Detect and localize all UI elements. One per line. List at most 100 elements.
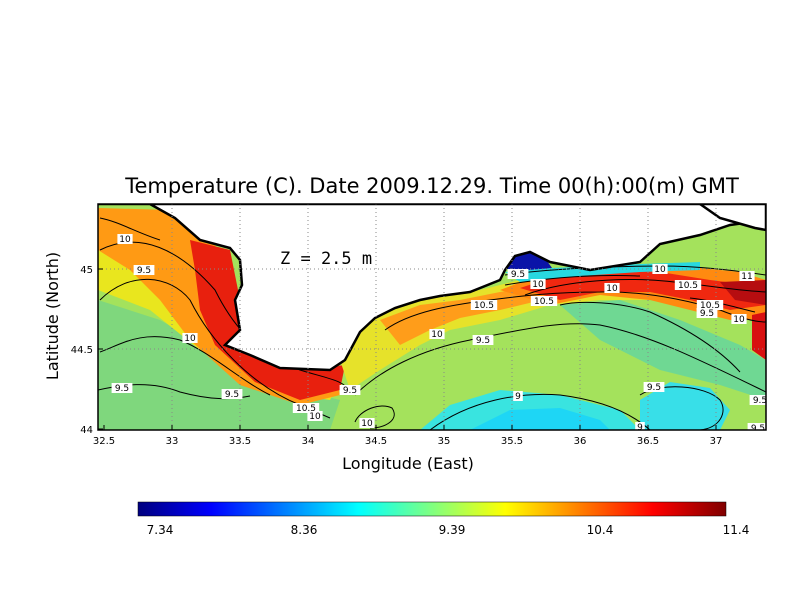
contour-label: 10 <box>606 284 618 294</box>
contour-label: 9.5 <box>700 309 714 319</box>
contour-label-bg <box>643 382 665 392</box>
contour-label: 9 <box>637 423 643 433</box>
y-tick-label: 44 <box>80 425 93 436</box>
contour-label-bg <box>507 269 529 279</box>
colorbar-tick-label: 10.4 <box>587 523 614 537</box>
contour-label: 10 <box>309 412 321 422</box>
colorbar-tick-label: 9.39 <box>439 523 466 537</box>
colorbar-gradient <box>137 501 727 517</box>
contour-label-bg <box>339 385 361 395</box>
y-axis-label: Latitude (North) <box>43 252 62 380</box>
contour-label: 10.5 <box>474 301 494 311</box>
contour-line <box>99 217 161 241</box>
contour-label-bg <box>731 314 747 324</box>
contour-label-bg <box>530 279 546 289</box>
contour-line <box>99 336 271 396</box>
contour-label-bg <box>696 308 718 318</box>
contour-label: 10 <box>654 265 666 275</box>
field-south-cyan-inner <box>470 408 610 430</box>
contour-label: 9.5 <box>137 266 151 276</box>
contour-label: 10.5 <box>534 297 554 307</box>
contour-label: 10 <box>431 330 443 340</box>
contour-label-bg <box>674 280 702 290</box>
x-tick-label: 33.5 <box>229 436 251 447</box>
contour-label-bg <box>513 391 523 401</box>
contour-label-bg <box>470 300 498 310</box>
contour-label-bg <box>307 411 323 421</box>
contour-label: 10.5 <box>700 301 720 311</box>
contour-label: 9.5 <box>115 384 129 394</box>
x-tick-label: 34 <box>302 436 315 447</box>
contour-label: 9.5 <box>511 270 525 280</box>
contour-line <box>524 279 766 296</box>
contour-label: 10 <box>119 235 131 245</box>
contour-label: 10.5 <box>678 281 698 291</box>
contour-label-bg <box>429 329 445 339</box>
colorbar-tick-label: 8.36 <box>291 523 318 537</box>
x-tick-label: 36.5 <box>637 436 659 447</box>
land-masses <box>98 204 766 372</box>
contour-label: 10 <box>532 280 544 290</box>
colorbar: 7.34 8.36 9.39 10.4 11.4 <box>137 501 750 537</box>
colorbar-ticks: 7.34 8.36 9.39 10.4 11.4 <box>147 523 750 537</box>
crimea-land <box>98 204 766 372</box>
contour-label: 9.5 <box>753 396 767 406</box>
contour-label: 9 <box>515 392 521 402</box>
contour-line <box>99 278 331 419</box>
contour-line <box>99 241 351 393</box>
field-southeast-cyan <box>640 382 730 430</box>
contour-label: 9.5 <box>647 383 661 393</box>
contour-line <box>384 291 766 331</box>
x-tick-label: 36 <box>574 436 587 447</box>
x-tick-label: 35.5 <box>501 436 523 447</box>
colorbar-tick-label: 7.34 <box>147 523 174 537</box>
contour-label-bg <box>292 403 320 413</box>
contour-label: 9.5 <box>751 424 765 434</box>
field-east-darkred <box>720 280 766 305</box>
contour-label-bg <box>749 395 766 405</box>
contour-label-bg <box>111 383 133 393</box>
contour-label-bg <box>604 283 620 293</box>
contour-label-bg <box>182 333 198 343</box>
contour-line <box>559 301 741 373</box>
contour-label: 9.5 <box>343 386 357 396</box>
contour-label-bg <box>117 234 133 244</box>
contour-label-bg <box>221 389 243 399</box>
contour-label-bg <box>635 422 645 430</box>
contour-line <box>504 274 641 286</box>
contour-label-bg <box>696 300 724 310</box>
contour-label-bg <box>652 264 668 274</box>
contour-line <box>354 323 766 396</box>
contour-line <box>429 393 651 430</box>
contour-label-bg <box>747 423 766 430</box>
colorbar-tick-label: 11.4 <box>723 523 750 537</box>
contour-label-bg <box>739 271 755 281</box>
map-plot-area: 109.5109.59.510.5109.5101010.59.5109.510… <box>98 204 767 434</box>
plot-frame <box>97 203 767 431</box>
kerch-land <box>697 204 766 232</box>
contour-label-bg <box>359 418 375 428</box>
contour-label: 10 <box>733 315 745 325</box>
x-tick-label: 34.5 <box>365 436 387 447</box>
contour-line <box>354 405 395 429</box>
x-axis-ticks: 32.5 33 33.5 34 34.5 35 35.5 36 36.5 37 <box>93 425 723 447</box>
y-tick-label: 44.5 <box>71 345 93 356</box>
contour-label: 10.5 <box>296 404 316 414</box>
contour-label: 10 <box>184 334 196 344</box>
x-tick-label: 33 <box>166 436 179 447</box>
contour-label: 9.5 <box>476 336 490 346</box>
x-tick-label: 32.5 <box>93 436 115 447</box>
x-tick-label: 35 <box>438 436 451 447</box>
contour-label: 10 <box>361 419 373 429</box>
contour-label-group: 109.5109.59.510.5109.5101010.59.5109.510… <box>111 234 767 434</box>
field-west-red <box>190 240 345 400</box>
x-axis-label: Longitude (East) <box>342 454 474 473</box>
contour-label-bg <box>133 265 155 275</box>
contour-label: 11 <box>741 272 752 282</box>
field-east-greenband <box>560 300 766 400</box>
x-tick-label: 37 <box>710 436 723 447</box>
depth-annotation: Z = 2.5 m <box>280 249 372 269</box>
y-tick-label: 45 <box>80 265 93 276</box>
chart-title: Temperature (C). Date 2009.12.29. Time 0… <box>124 174 739 198</box>
